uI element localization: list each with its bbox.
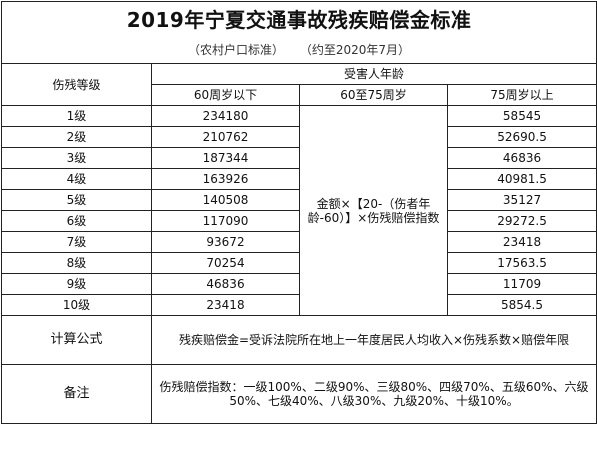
table-row: 7级 93672 23418 <box>1 231 597 253</box>
under60-cell: 70254 <box>151 252 300 274</box>
under60-cell: 93672 <box>151 231 300 253</box>
table-row: 3级 187344 46836 <box>1 147 597 169</box>
grade-cell: 7级 <box>1 231 152 253</box>
subtitle-household: （农村户口标准） <box>188 43 285 57</box>
under60-cell: 117090 <box>151 210 300 232</box>
title-cell: 2019年宁夏交通事故残疾赔偿金标准 <box>0 1 597 37</box>
over75-cell: 35127 <box>446 189 597 211</box>
grade-cell: 8级 <box>1 252 152 274</box>
header-60to75: 60至75周岁 <box>299 84 448 106</box>
calc-row: 计算公式 残疾赔偿金=受诉法院所在地上一年度居民人均收入×伤残系数×赔偿年限 <box>1 315 597 365</box>
over75-cell: 40981.5 <box>446 168 597 190</box>
grade-cell: 3级 <box>1 147 152 169</box>
over75-cell: 29272.5 <box>446 210 597 232</box>
mid-formula-cell: 金额×【20-（伤者年龄-60）】×伤残赔偿指数 <box>299 105 448 316</box>
table-row: 5级 140508 35127 <box>1 189 597 211</box>
over75-cell: 17563.5 <box>446 252 597 274</box>
table-row: 2级 210762 52690.5 <box>1 126 597 148</box>
under60-cell: 210762 <box>151 126 300 148</box>
under60-cell: 23418 <box>151 294 300 316</box>
over75-cell: 5854.5 <box>446 294 597 316</box>
calc-label: 计算公式 <box>1 315 152 365</box>
over75-cell: 58545 <box>446 105 597 127</box>
calc-formula-text: 残疾赔偿金=受诉法院所在地上一年度居民人均收入×伤残系数×赔偿年限 <box>150 315 597 365</box>
grade-cell: 5级 <box>1 189 152 211</box>
grade-cell: 6级 <box>1 210 152 232</box>
table-row: 8级 70254 17563.5 <box>1 252 597 274</box>
note-text: 伤残赔偿指数：一级100%、二级90%、三级80%、四级70%、五级60%、六级… <box>150 364 597 424</box>
grade-cell: 9级 <box>1 273 152 295</box>
note-row: 备注 伤残赔偿指数：一级100%、二级90%、三级80%、四级70%、五级60%… <box>1 364 597 424</box>
grade-cell: 2级 <box>1 126 152 148</box>
page-title: 2019年宁夏交通事故残疾赔偿金标准 <box>126 7 472 32</box>
table-row: 6级 117090 29272.5 <box>1 210 597 232</box>
table-row: 1级 234180 金额×【20-（伤者年龄-60）】×伤残赔偿指数 58545 <box>1 105 597 316</box>
header-over75: 75周岁以上 <box>446 84 597 106</box>
over75-cell: 52690.5 <box>446 126 597 148</box>
under60-cell: 46836 <box>151 273 300 295</box>
subtitle-cell: （农村户口标准） （约至2020年7月） <box>0 37 597 64</box>
header-grade: 伤残等级 <box>1 63 152 106</box>
under60-cell: 140508 <box>151 189 300 211</box>
header-under60: 60周岁以下 <box>151 84 300 106</box>
header-age-group: 受害人年龄 <box>150 63 597 85</box>
over75-cell: 23418 <box>446 231 597 253</box>
table-row: 10级 23418 5854.5 <box>1 294 597 316</box>
grade-cell: 1级 <box>1 105 152 127</box>
under60-cell: 234180 <box>151 105 300 127</box>
compensation-table: 2019年宁夏交通事故残疾赔偿金标准 （农村户口标准） （约至2020年7月） … <box>0 1 597 424</box>
over75-cell: 11709 <box>446 273 597 295</box>
note-label: 备注 <box>1 364 152 424</box>
table-row: 4级 163926 40981.5 <box>1 168 597 190</box>
over75-cell: 46836 <box>446 147 597 169</box>
grade-cell: 10级 <box>1 294 152 316</box>
table-row: 9级 46836 11709 <box>1 273 597 295</box>
subtitle-date: （约至2020年7月） <box>299 43 411 57</box>
grade-cell: 4级 <box>1 168 152 190</box>
under60-cell: 163926 <box>151 168 300 190</box>
under60-cell: 187344 <box>151 147 300 169</box>
